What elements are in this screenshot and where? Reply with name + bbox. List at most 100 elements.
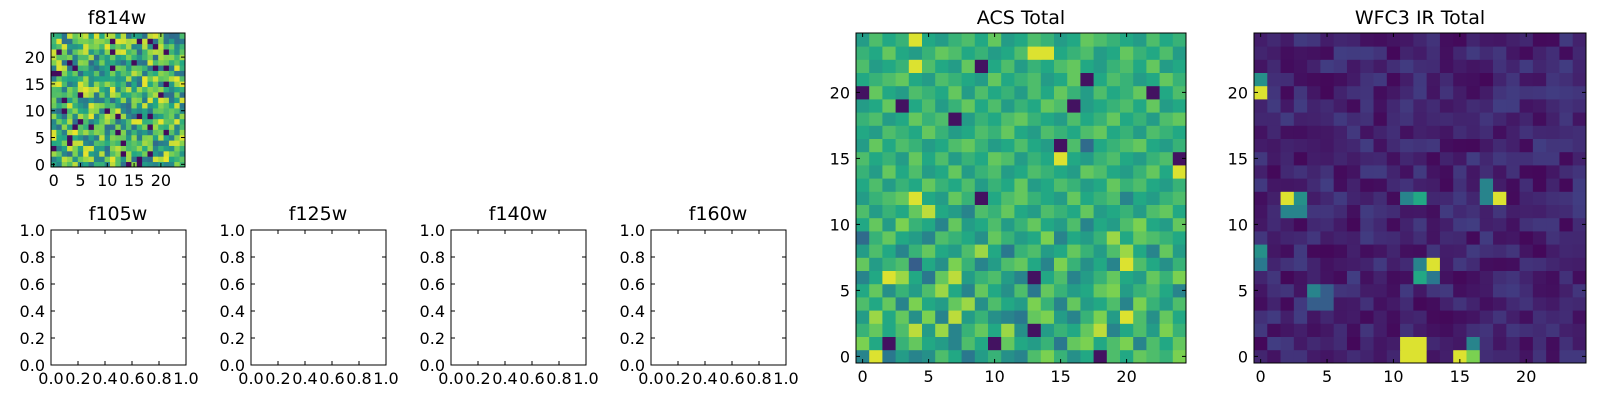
heatmap-cell [1093, 59, 1108, 73]
heatmap-cell [935, 85, 949, 100]
heatmap-cell [1120, 283, 1134, 298]
heatmap-cell [1360, 191, 1374, 205]
heatmap-cell [1453, 125, 1467, 139]
heatmap-cell [1439, 323, 1454, 337]
heatmap-cell [1373, 138, 1388, 153]
heatmap-cell [1254, 72, 1268, 87]
y-tick-label: 0.4 [420, 302, 445, 321]
heatmap-cell [51, 150, 57, 157]
heatmap-cell [99, 156, 105, 163]
heatmap-cell [88, 33, 95, 39]
heatmap-cell [1373, 349, 1388, 364]
heatmap-cell [1413, 336, 1428, 351]
panel-f105w: f105w 0.0 0.2 0.4 0.6 0.8 1.00.00.20.40.60.81… [20, 203, 199, 388]
heatmap-cell [1479, 297, 1494, 311]
heatmap-cell [104, 145, 111, 152]
heatmap-cell [856, 99, 870, 113]
heatmap-cell [174, 81, 181, 87]
heatmap-cell [1546, 323, 1560, 337]
heatmap-cell [1386, 99, 1401, 113]
heatmap-cell [869, 244, 883, 258]
heatmap-cell [115, 97, 122, 104]
heatmap-cell [67, 75, 73, 82]
heatmap-cell [152, 49, 159, 55]
heatmap-cell [93, 102, 100, 109]
heatmap-cell [1493, 244, 1507, 258]
heatmap-cell [988, 310, 1002, 324]
heatmap-cell [922, 138, 936, 153]
heatmap-cell [1546, 244, 1560, 258]
heatmap-cell [1493, 59, 1507, 73]
heatmap-cell [83, 33, 89, 39]
heatmap-cell [1506, 323, 1520, 337]
heatmap-cell [88, 129, 95, 136]
heatmap-cell [1426, 151, 1441, 166]
heatmap-cell [1106, 112, 1121, 126]
heatmap-cell [147, 108, 154, 114]
heatmap-cell [174, 43, 181, 50]
heatmap-cell [856, 231, 870, 245]
heatmap-cell [174, 113, 181, 120]
heatmap-cell [93, 156, 100, 163]
heatmap-cell [1093, 349, 1108, 364]
heatmap-cell [1360, 204, 1374, 219]
heatmap-cell [1040, 336, 1055, 351]
heatmap-cell [1280, 85, 1295, 100]
y-tick-label: 1.0 [20, 221, 45, 240]
heatmap-cell [974, 72, 989, 87]
heatmap-cell [1067, 99, 1081, 113]
heatmap-cell [67, 145, 73, 152]
y-tick-label: 0 [840, 347, 850, 366]
heatmap-cell [120, 70, 127, 77]
heatmap-cell [1254, 297, 1268, 311]
heatmap-cell [1040, 349, 1055, 364]
heatmap-cell [1172, 165, 1187, 179]
heatmap-cell [1413, 165, 1428, 179]
heatmap-cell [83, 43, 89, 50]
heatmap-cell [1333, 217, 1348, 232]
heatmap-cell [974, 178, 989, 192]
heatmap-cell [120, 43, 127, 50]
heatmap-cell [922, 257, 936, 271]
heatmap-cell [142, 33, 148, 39]
heatmap-cell [1027, 217, 1042, 232]
heatmap-cell [174, 86, 181, 93]
heatmap-cell [1400, 283, 1414, 298]
heatmap-cell [136, 113, 143, 120]
heatmap-cell [935, 165, 949, 179]
heatmap-cell [1106, 46, 1121, 60]
heatmap-cell [1400, 270, 1414, 285]
heatmap-cell [1546, 297, 1560, 311]
heatmap-cell [1546, 72, 1560, 87]
heatmap-cell [1054, 297, 1068, 311]
heatmap-cell [1146, 125, 1160, 139]
heatmap-cell [922, 336, 936, 351]
heatmap-cell [1346, 85, 1361, 100]
heatmap-cell [895, 349, 910, 364]
heatmap-cell [109, 86, 116, 93]
x-tick-label: 0 [49, 171, 59, 190]
heatmap-cell [1040, 191, 1055, 205]
heatmap-cell [93, 54, 100, 61]
heatmap-cell [1159, 257, 1174, 271]
heatmap-cell [1172, 244, 1187, 258]
heatmap-cell [77, 140, 84, 146]
heatmap-cell [1400, 204, 1414, 219]
heatmap-cell [1254, 310, 1268, 324]
heatmap-cell [948, 257, 962, 271]
x-tick-label: 1.0 [573, 369, 598, 388]
heatmap-cell [1572, 270, 1587, 285]
heatmap-cell [1120, 46, 1134, 60]
heatmap-cell [1054, 178, 1068, 192]
heatmap-cell [1172, 151, 1187, 166]
heatmap-cell [1040, 112, 1055, 126]
heatmap-cell [72, 145, 79, 152]
heatmap-cell [142, 156, 148, 163]
heatmap-cell [948, 231, 962, 245]
heatmap-cell [1067, 257, 1081, 271]
heatmap-cell [1333, 72, 1348, 87]
heatmap-cell [1426, 323, 1441, 337]
heatmap-cell [131, 70, 138, 77]
heatmap-cell [1067, 125, 1081, 139]
heatmap-cell [1506, 283, 1520, 298]
